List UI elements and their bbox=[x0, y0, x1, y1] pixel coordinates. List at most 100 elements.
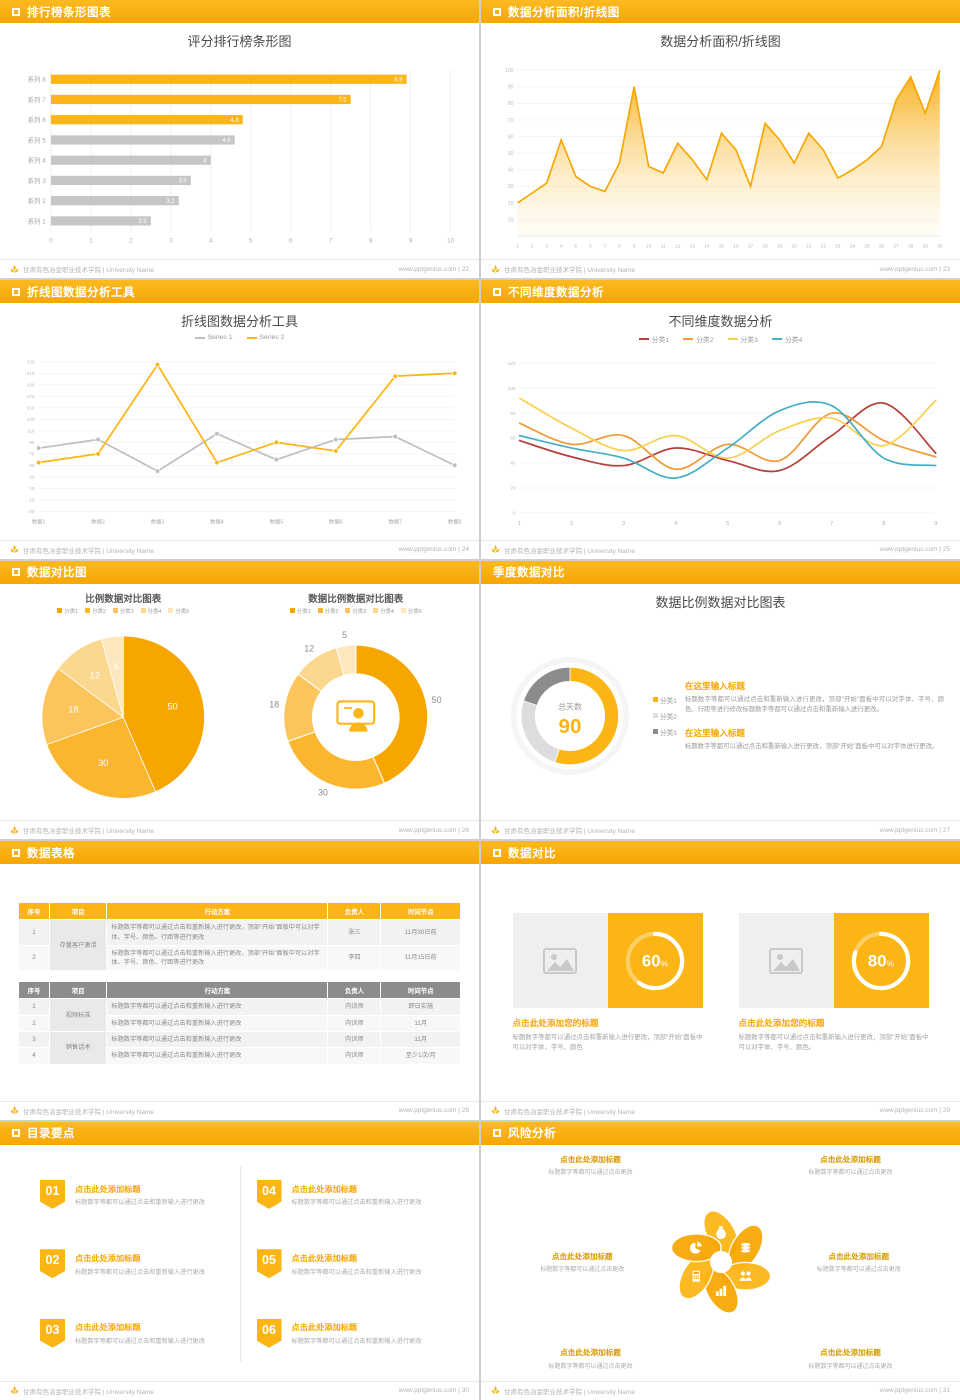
risk-pinwheel-diagram bbox=[646, 1193, 796, 1331]
catalog-item[interactable]: 01 点击此处添加标题 标题数字等都可以通过点击和重新输入进行更改 bbox=[40, 1160, 223, 1229]
svg-text:10: 10 bbox=[508, 217, 514, 223]
table-cell: 标题数字等都可以通过点击和重新输入进行更改，顶部“开始”面板中可以对字体、字号、… bbox=[106, 919, 329, 946]
svg-text:24: 24 bbox=[850, 243, 856, 248]
legend-label: 分类2 bbox=[324, 608, 339, 615]
table-cell: 标题数字等都可以通过点击和重新输入进行更改 bbox=[106, 1030, 329, 1049]
slide-29-progress-comparison[interactable]: 数据对比 60% 点击此处添加您的标题 bbox=[481, 841, 960, 1120]
risk-label: 点击此处添加标题 标题数字等都可以通过点击更改 bbox=[786, 1347, 916, 1370]
item-title: 点击此处添加标题 bbox=[291, 1323, 358, 1333]
svg-text:60: 60 bbox=[510, 436, 516, 441]
catalog-item[interactable]: 02 点击此处添加标题 标题数字等都可以通过点击和重新输入进行更改 bbox=[40, 1229, 223, 1298]
comparison-card[interactable]: 60% 点击此处添加您的标题 标题数字等都可以通过点击和重新输入进行更改，顶部“… bbox=[512, 913, 703, 1054]
card-body: 标题数字等都可以通过点击和重新输入进行更改，顶部“开始”面板中可以对字体、字号、… bbox=[512, 1034, 703, 1052]
svg-text:210: 210 bbox=[27, 371, 35, 376]
picture-icon bbox=[543, 947, 577, 974]
table-header-cell: 序号 bbox=[18, 981, 50, 1000]
svg-text:12: 12 bbox=[675, 243, 681, 248]
svg-text:90: 90 bbox=[559, 715, 582, 738]
footer-page-number: 24 bbox=[461, 546, 469, 554]
svg-text:3: 3 bbox=[622, 522, 625, 528]
legend-item: 分类1 bbox=[289, 607, 311, 615]
chart-title: 折线图数据分析工具 bbox=[180, 314, 298, 330]
svg-text:数据8: 数据8 bbox=[448, 518, 462, 526]
legend-item: Series 1 bbox=[194, 334, 233, 342]
legend-swatch-icon bbox=[771, 338, 782, 341]
svg-text:16: 16 bbox=[733, 243, 739, 248]
svg-text:数据5: 数据5 bbox=[270, 518, 284, 526]
legend-label: 分类3 bbox=[352, 608, 367, 615]
svg-text:80: 80 bbox=[508, 101, 514, 107]
footer-right: www.pptgenius.com | 31 bbox=[879, 1387, 950, 1395]
footer-site-text: www.pptgenius.com bbox=[398, 546, 457, 554]
comparison-card[interactable]: 80% 点击此处添加您的标题 标题数字等都可以通过点击和重新输入进行更改，顶部“… bbox=[738, 913, 929, 1054]
footer-org-text: 甘肃有色冶金职业技术学院 | University Name bbox=[504, 267, 635, 275]
svg-text:30: 30 bbox=[508, 184, 514, 190]
svg-text:系列 3: 系列 3 bbox=[28, 176, 47, 185]
risk-desc: 标题数字等都可以通过点击更改 bbox=[816, 1267, 901, 1274]
pie-panel-left: 比例数据对比图表 分类1 分类2 分类3 分类4 分类5 50 30 18 12 5 bbox=[12, 587, 235, 819]
catalog-item[interactable]: 04 点击此处添加标题 标题数字等都可以通过点击和重新输入进行更改 bbox=[256, 1160, 440, 1229]
svg-text:4: 4 bbox=[674, 522, 677, 528]
table-cell: 标题数字等都可以通过点击和重新输入进行更改，顶部“开始”面板中可以对字体、字号、… bbox=[106, 944, 329, 972]
slide-header: 目录要点 bbox=[0, 1121, 479, 1145]
svg-text:9: 9 bbox=[409, 237, 413, 244]
area-chart: 10 20 30 40 50 60 70 80 90 100 1 2 3 4 5 6 7 8 9 10 11 12 13 14… bbox=[493, 52, 948, 258]
item-number-badge: 06 bbox=[256, 1318, 282, 1348]
slide-footer: 甘肃有色冶金职业技术学院 | University Name www.pptgen… bbox=[0, 1100, 479, 1120]
svg-text:50: 50 bbox=[508, 151, 514, 157]
svg-text:5: 5 bbox=[249, 237, 253, 244]
svg-text:数据7: 数据7 bbox=[388, 518, 402, 526]
legend-label: 分类2 bbox=[696, 337, 714, 345]
slide-31-risk-analysis[interactable]: 风险分析 点击此处添加标题 标题数字等都可以通过点击更改 点击此处添加标题 标题… bbox=[481, 1121, 960, 1400]
slide-23-area-line-chart[interactable]: 数据分析面积/折线图 数据分析面积/折线图 10 20 30 40 50 60 70 80 90… bbox=[481, 0, 960, 279]
svg-text:30: 30 bbox=[318, 787, 328, 797]
slide-27-quarter-comparison[interactable]: 季度数据对比 数据比例数据对比图表 总天数 90 分类1 分类2 分类3 在这里输入标… bbox=[481, 560, 960, 840]
slide-footer: 甘肃有色冶金职业技术学院 | University Name www.pptgen… bbox=[481, 539, 960, 559]
chart-icon bbox=[715, 1285, 726, 1296]
ranking-bar-chart: 0 1 2 3 4 5 6 7 8 9 10 系列 8 8.9 系列 7 7.5 系列 6 4.8 系列 5 4.6… bbox=[12, 52, 467, 258]
svg-text:系列 6: 系列 6 bbox=[28, 115, 47, 124]
legend-label: Series 1 bbox=[207, 334, 233, 342]
legend-item: 分类4 bbox=[373, 607, 394, 615]
footer-left: 甘肃有色冶金职业技术学院 | University Name bbox=[10, 264, 154, 274]
item-description: 标题数字等都可以通过点击和重新输入进行更改 bbox=[291, 1268, 422, 1276]
slide-22-ranking-bar-chart[interactable]: 排行榜条形图表 评分排行榜条形图 0 1 2 3 4 5 6 7 8 9 10 系列 8 8.9 系列 7… bbox=[0, 0, 479, 279]
legend-swatch-icon bbox=[57, 608, 63, 614]
legend-swatch-icon bbox=[727, 338, 738, 341]
slide-header: 风险分析 bbox=[481, 1121, 960, 1145]
legend-label: 分类1 bbox=[64, 608, 79, 615]
legend-label: 分类1 bbox=[296, 608, 311, 615]
slide-footer: 甘肃有色冶金职业技术学院 | University Name www.pptgen… bbox=[0, 820, 479, 839]
header-title: 排行榜条形图表 bbox=[27, 6, 111, 19]
progress-ring: 60% bbox=[607, 913, 703, 1009]
slide-25-multi-dimension-analysis[interactable]: 不同维度数据分析 不同维度数据分析 分类1 分类2 分类3 分类4 0 20 40 60 80… bbox=[481, 280, 960, 559]
svg-text:12: 12 bbox=[90, 669, 100, 680]
legend-label: Series 2 bbox=[259, 334, 285, 342]
data-table: 序号 项目 行动方案 负责人 时间节点 1 视频标准 标题数字等都可以通过点击和重新输入进行更… bbox=[18, 981, 461, 1065]
risk-desc: 标题数字等都可以通过点击更改 bbox=[548, 1363, 633, 1370]
slide-30-catalog-points[interactable]: 目录要点 01 点击此处添加标题 标题数字等都可以通过点击和重新输入进行更改 02 点击… bbox=[0, 1121, 479, 1400]
item-number-badge: 05 bbox=[256, 1249, 282, 1279]
slide-26-pie-comparison[interactable]: 数据对比图 比例数据对比图表 分类1 分类2 分类3 分类4 分类5 50 30 18 12 5… bbox=[0, 560, 479, 840]
legend-label: 分类2 bbox=[92, 608, 106, 615]
legend-swatch-icon bbox=[638, 338, 649, 341]
slide-footer: 甘肃有色冶金职业技术学院 | University Name www.pptgen… bbox=[0, 539, 479, 559]
svg-text:系列 2: 系列 2 bbox=[28, 196, 47, 205]
image-placeholder bbox=[738, 913, 834, 1009]
footer-page-number: 25 bbox=[942, 546, 950, 554]
svg-text:27: 27 bbox=[894, 243, 900, 248]
svg-text:90: 90 bbox=[508, 85, 514, 91]
slide-28-data-table[interactable]: 数据表格 序号 项目 行动方案 负责人 时间节点 1 存量客户激活 标题数字等都可以通过点击和… bbox=[0, 841, 479, 1120]
catalog-item[interactable]: 03 点击此处添加标题 标题数字等都可以通过点击和重新输入进行更改 bbox=[40, 1299, 223, 1368]
footer-org-text: 甘肃有色冶金职业技术学院 | University Name bbox=[23, 828, 154, 836]
chart-legend: 分类1 分类2 分类3 bbox=[653, 695, 677, 737]
svg-text:19: 19 bbox=[777, 243, 783, 248]
svg-text:30: 30 bbox=[29, 475, 35, 480]
catalog-item[interactable]: 06 点击此处添加标题 标题数字等都可以通过点击和重新输入进行更改 bbox=[256, 1299, 440, 1368]
footer-right: www.pptgenius.com | 29 bbox=[879, 1107, 950, 1115]
catalog-item[interactable]: 05 点击此处添加标题 标题数字等都可以通过点击和重新输入进行更改 bbox=[256, 1229, 440, 1298]
slide-24-line-chart-tool[interactable]: 折线图数据分析工具 折线图数据分析工具 Series 1 Series 2 -30… bbox=[0, 280, 479, 559]
legend-swatch-icon bbox=[653, 697, 658, 703]
svg-text:-10: -10 bbox=[28, 498, 35, 503]
table-cell: 11月 bbox=[380, 1030, 461, 1049]
